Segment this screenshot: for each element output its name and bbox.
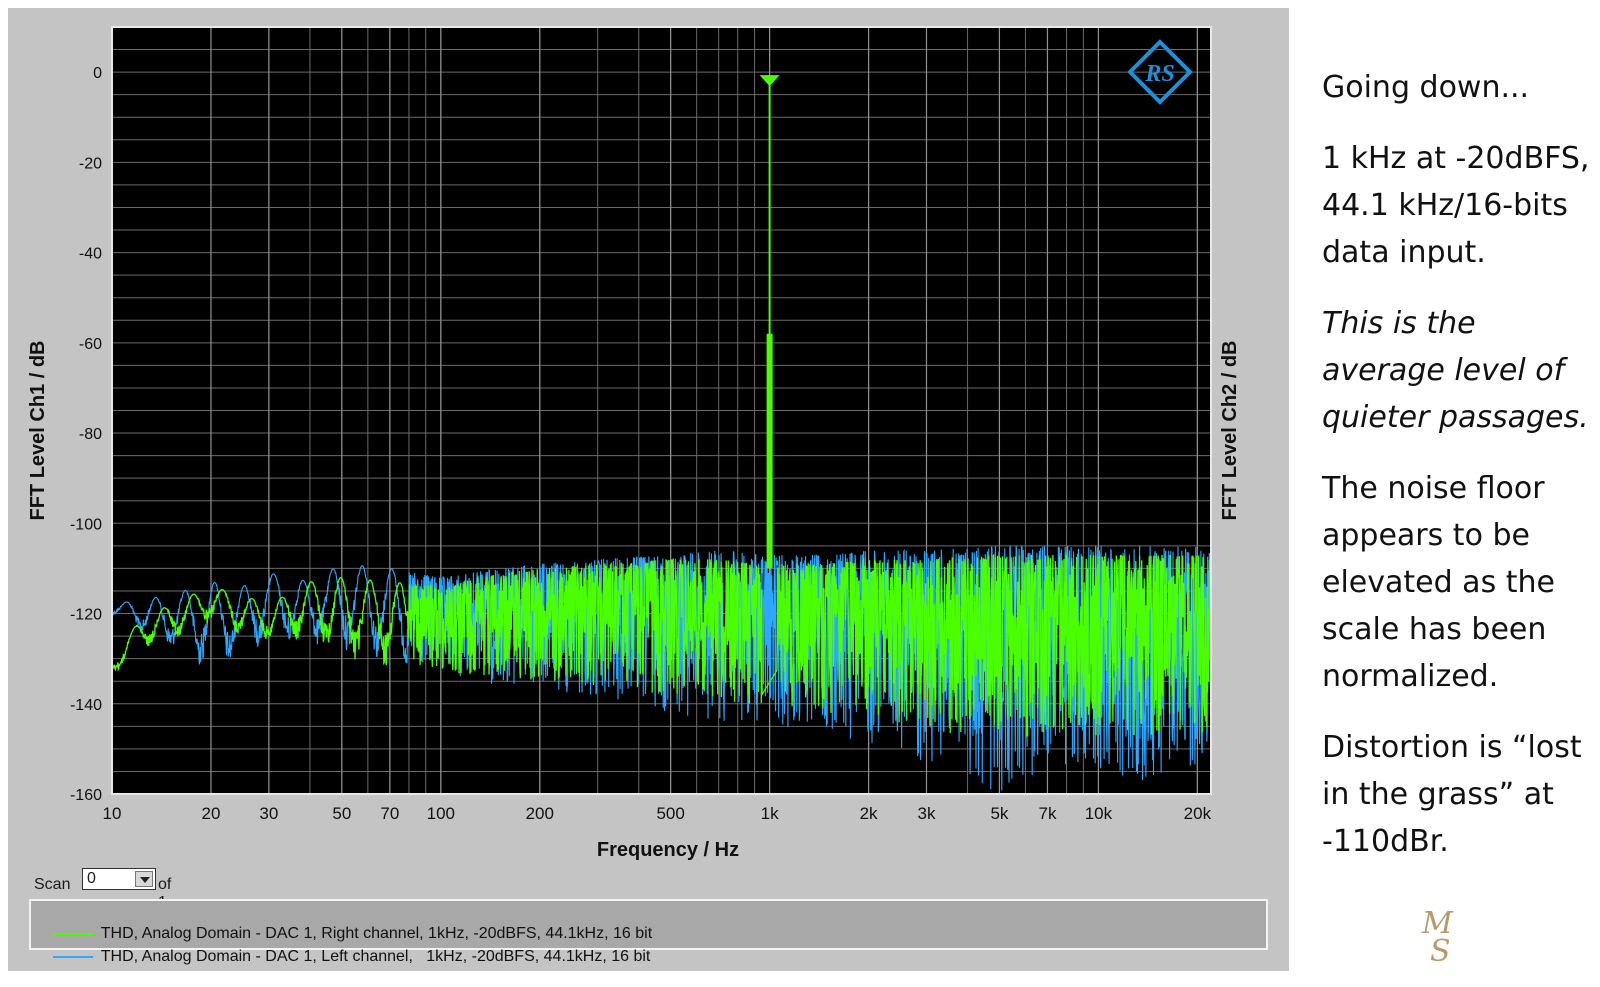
x-tick-label: 200	[526, 804, 554, 823]
side-notes: Going down... 1 kHz at -20dBFS, 44.1 kHz…	[1322, 64, 1597, 889]
ms-monogram: M S	[1421, 906, 1454, 967]
y-tick-label: -60	[79, 336, 102, 353]
legend-label: THD, Analog Domain - DAC 1, Right channe…	[100, 925, 653, 942]
x-tick-label: 30	[259, 804, 278, 823]
x-tick-label: 70	[380, 804, 399, 823]
y-axis-title-right: FFT Level Ch2 / dB	[1219, 340, 1241, 520]
legend-item-right: THD, Analog Domain - DAC 1, Right channe…	[35, 904, 652, 942]
note-average-level: This is the average level of quieter pas…	[1322, 306, 1589, 435]
x-tick-label: 1k	[761, 804, 779, 823]
note-test-signal: 1 kHz at -20dBFS, 44.1 kHz/16-bits data …	[1322, 141, 1590, 270]
tone-spike-base	[766, 333, 773, 569]
x-axis-title: Frequency / Hz	[597, 839, 739, 861]
y-tick-label: -100	[70, 516, 102, 533]
plot-border	[111, 26, 1212, 795]
legend-swatch-green	[52, 932, 93, 935]
scan-select[interactable]: 0	[82, 868, 156, 890]
x-tick-label: 10	[103, 804, 122, 823]
x-tick-label: 100	[427, 804, 455, 823]
legend-label: THD, Analog Domain - DAC 1, Left channel…	[100, 948, 651, 965]
y-tick-label: -140	[70, 697, 102, 714]
y-tick-label: -160	[70, 787, 102, 804]
y-tick-label: -80	[79, 426, 102, 443]
scan-label: Scan	[34, 876, 71, 893]
trace-legend: THD, Analog Domain - DAC 1, Right channe…	[29, 899, 1268, 965]
x-tick-label: 5k	[990, 804, 1008, 823]
legend-swatch-blue	[52, 955, 93, 958]
x-tick-label: 20	[202, 804, 221, 823]
x-tick-label: 2k	[860, 804, 878, 823]
x-tick-label: 20k	[1184, 804, 1212, 823]
note-noise-floor: The noise floor appears to be elevated a…	[1322, 471, 1555, 694]
y-tick-label: -20	[79, 155, 102, 172]
svg-text:S: S	[1430, 934, 1451, 967]
x-tick-label: 500	[656, 804, 684, 823]
rohde-schwarz-logo	[1127, 39, 1193, 105]
x-tick-label: 7k	[1038, 804, 1056, 823]
x-tick-label: 3k	[918, 804, 936, 823]
scan-value: 0	[87, 870, 96, 887]
y-tick-label: -40	[79, 246, 102, 263]
analyzer-window: 0 -20 -40 -60 -80 -100 -120 -140 -160 10 20 30 50 70 1…	[8, 8, 1289, 971]
peak-marker	[759, 75, 780, 87]
y-tick-label: -120	[70, 607, 102, 624]
series-right-channel	[111, 553, 1212, 737]
svg-text:M: M	[1421, 906, 1454, 941]
note-distortion: Distortion is “lost in the grass” at -11…	[1322, 730, 1582, 859]
chevron-down-icon[interactable]	[135, 871, 153, 887]
rohde-schwarz-logo-text: RS	[1144, 61, 1174, 87]
legend-item-left: THD, Analog Domain - DAC 1, Left channel…	[35, 927, 650, 965]
y-axis-title-left: FFT Level Ch1 / dB	[27, 340, 49, 520]
y-tick-label: 0	[93, 65, 102, 82]
note-heading: Going down...	[1322, 70, 1530, 105]
x-tick-label: 50	[332, 804, 351, 823]
x-tick-label: 10k	[1085, 804, 1113, 823]
